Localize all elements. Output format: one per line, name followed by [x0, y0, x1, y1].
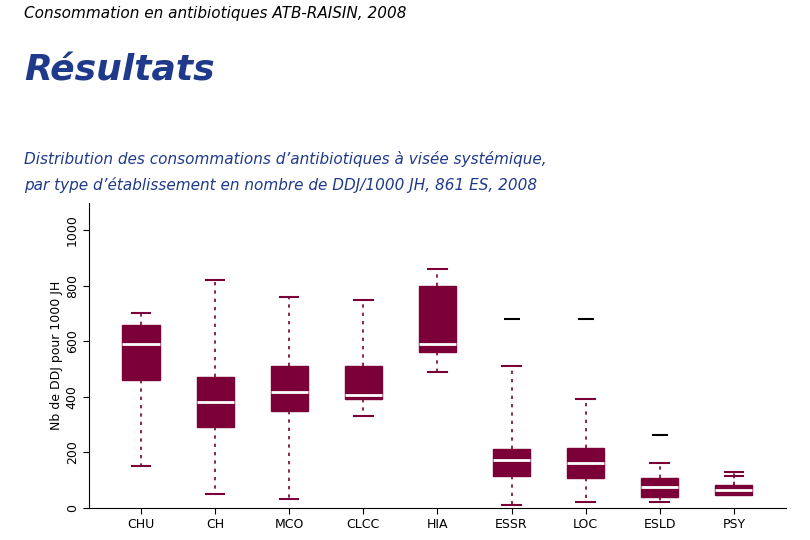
Y-axis label: Nb de DDJ pour 1000 JH: Nb de DDJ pour 1000 JH [50, 280, 63, 430]
PathPatch shape [715, 485, 752, 495]
Text: Résultats: Résultats [24, 53, 215, 87]
PathPatch shape [345, 366, 382, 400]
Text: par type d’établissement en nombre de DDJ/1000 JH, 861 ES, 2008: par type d’établissement en nombre de DD… [24, 177, 537, 193]
PathPatch shape [271, 366, 308, 410]
PathPatch shape [493, 449, 530, 476]
Text: Consommation en antibiotiques ATB-RAISIN, 2008: Consommation en antibiotiques ATB-RAISIN… [24, 5, 407, 21]
PathPatch shape [642, 478, 678, 496]
PathPatch shape [122, 325, 160, 380]
PathPatch shape [567, 448, 604, 478]
PathPatch shape [419, 286, 456, 352]
PathPatch shape [197, 377, 233, 427]
Text: Distribution des consommations d’antibiotiques à visée systémique,: Distribution des consommations d’antibio… [24, 151, 547, 167]
